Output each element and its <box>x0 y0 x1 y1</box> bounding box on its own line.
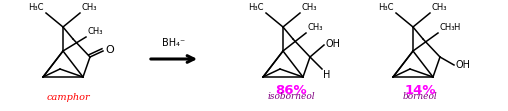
Text: 86%: 86% <box>275 84 307 97</box>
Text: CH₃: CH₃ <box>81 3 97 12</box>
Text: CH₃: CH₃ <box>307 23 323 32</box>
Text: H: H <box>453 23 459 32</box>
Text: 14%: 14% <box>404 84 436 97</box>
Text: H₃C: H₃C <box>378 3 394 12</box>
Text: OH: OH <box>325 39 340 49</box>
Text: H₃C: H₃C <box>28 3 44 12</box>
Text: CH₃: CH₃ <box>87 27 103 36</box>
Text: H₃C: H₃C <box>248 3 264 12</box>
Text: CH₃: CH₃ <box>431 3 447 12</box>
Text: camphor: camphor <box>46 93 90 102</box>
Text: O: O <box>105 45 114 55</box>
Text: OH: OH <box>455 60 470 70</box>
Text: BH₄⁻: BH₄⁻ <box>163 38 185 48</box>
Text: H: H <box>323 70 330 80</box>
Text: CH₃: CH₃ <box>301 3 316 12</box>
Text: borneol: borneol <box>403 92 437 101</box>
Text: CH₃: CH₃ <box>439 23 455 32</box>
Text: isoborneol: isoborneol <box>267 92 315 101</box>
